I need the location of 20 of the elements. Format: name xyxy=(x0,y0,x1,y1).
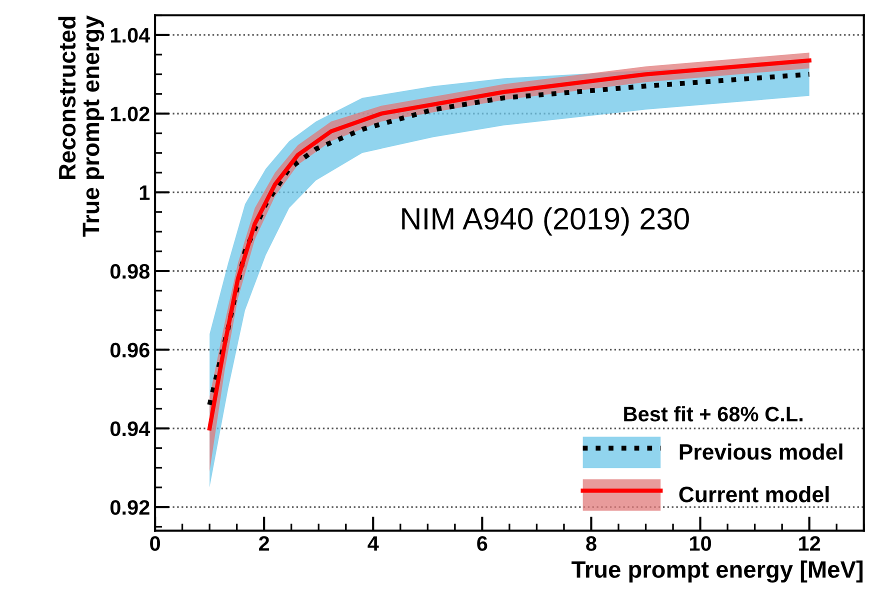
legend-label: Current model xyxy=(679,486,829,502)
annotation: NIM A940 (2019) 230 xyxy=(402,207,689,236)
y-axis-title: Reconstructed True prompt energy xyxy=(58,15,104,237)
x-axis-title: True prompt energy [MeV] xyxy=(572,560,863,583)
y-tick-label: 0.98 xyxy=(110,264,150,279)
y-tick-label: 1 xyxy=(140,186,150,200)
x-tick-label: 8 xyxy=(586,536,596,551)
legend-label: Previous model xyxy=(680,443,842,460)
x-tick-label: 12 xyxy=(799,536,820,551)
legend-title: Best fit + 68% C.L. xyxy=(624,406,802,422)
y-tick-label: 1.02 xyxy=(110,106,150,122)
y-tick-label: 0.96 xyxy=(110,342,150,358)
y-tick-label: 0.94 xyxy=(110,421,150,436)
y-tick-label: 1.04 xyxy=(110,28,150,43)
x-tick-label: 4 xyxy=(368,536,379,551)
x-tick-label: 10 xyxy=(690,536,712,551)
x-tick-label: 6 xyxy=(477,536,488,551)
x-tick-label: 2 xyxy=(259,536,270,551)
y-tick-label: 0.92 xyxy=(110,500,150,515)
x-tick-label: 0 xyxy=(150,536,160,551)
